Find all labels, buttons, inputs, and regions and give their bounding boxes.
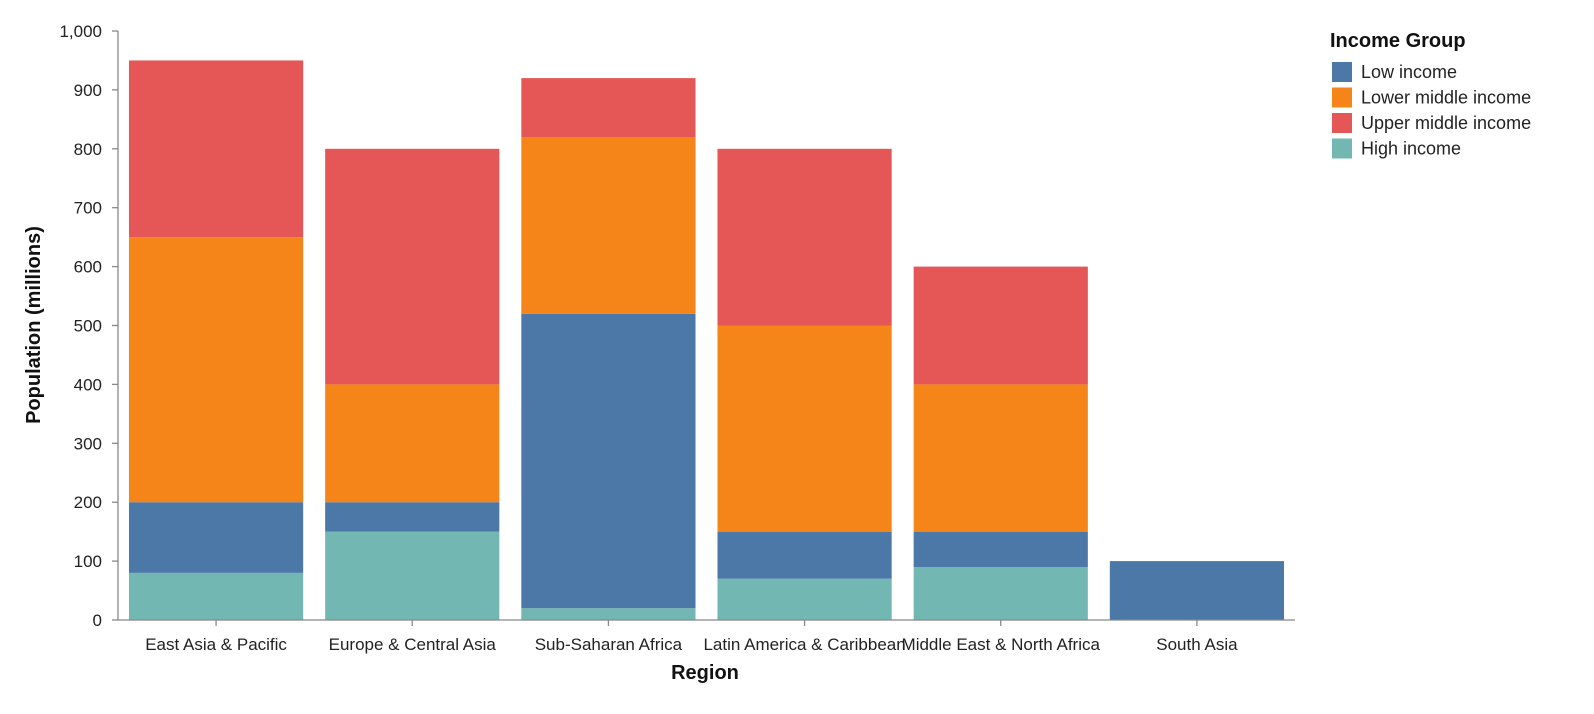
bar-sub-saharan-africa-upper-middle-income: [521, 78, 696, 138]
y-tick-label: 300: [74, 434, 102, 453]
x-axis-title: Region: [671, 662, 739, 684]
bar-south-asia-low-income: [1109, 561, 1285, 620]
y-tick-label: 500: [74, 317, 102, 336]
legend: Income Group Low income Lower middle inco…: [1330, 30, 1531, 159]
y-tick-label: 100: [74, 552, 102, 571]
y-tick-label: 0: [93, 611, 102, 630]
legend-label-low-income: Low income: [1361, 62, 1457, 82]
bar-latin-america-and-caribbean-low-income: [717, 531, 892, 579]
bar-middle-east-and-north-africa-high-income: [913, 566, 1088, 620]
bars-layer: [128, 60, 1285, 620]
bar-europe-and-central-asia-low-income: [325, 502, 500, 532]
y-tick-label: 800: [74, 140, 102, 159]
bar-latin-america-and-caribbean-upper-middle-income: [717, 148, 892, 326]
y-tick-label: 600: [74, 258, 102, 277]
bar-east-asia-and-pacific-upper-middle-income: [128, 60, 304, 238]
y-axis: 0 100 200 300 400 500 600 700 800 900 1,000: [59, 22, 119, 630]
legend-label-upper-middle-income: Upper middle income: [1361, 113, 1531, 133]
bar-east-asia-and-pacific-high-income: [128, 572, 304, 620]
legend-label-lower-middle-income: Lower middle income: [1361, 88, 1531, 108]
bar-sub-saharan-africa-low-income: [521, 313, 696, 609]
legend-swatch-high-income: [1332, 138, 1352, 159]
y-tick-label: 1,000: [59, 22, 102, 41]
x-axis: East Asia & Pacific Europe & Central Asia…: [118, 619, 1295, 654]
y-tick-label: 900: [74, 81, 102, 100]
bar-middle-east-and-north-africa-lower-middle-income: [913, 384, 1088, 532]
x-tick-label: East Asia & Pacific: [145, 635, 287, 654]
legend-swatch-lower-middle-income: [1332, 87, 1352, 108]
legend-title: Income Group: [1330, 30, 1466, 52]
legend-label-high-income: High income: [1361, 139, 1461, 159]
bar-middle-east-and-north-africa-upper-middle-income: [913, 266, 1088, 385]
bar-europe-and-central-asia-high-income: [325, 531, 500, 620]
bar-latin-america-and-caribbean-high-income: [717, 578, 892, 620]
bar-latin-america-and-caribbean-lower-middle-income: [717, 325, 892, 532]
legend-swatch-low-income: [1332, 62, 1352, 82]
bar-middle-east-and-north-africa-low-income: [913, 531, 1088, 567]
y-axis-title: Population (millions): [23, 226, 45, 424]
bar-sub-saharan-africa-high-income: [521, 608, 696, 620]
bar-east-asia-and-pacific-lower-middle-income: [128, 237, 304, 503]
x-tick-label: Sub-Saharan Africa: [535, 635, 683, 654]
x-tick-label: Europe & Central Asia: [329, 635, 497, 654]
bar-europe-and-central-asia-upper-middle-income: [325, 148, 500, 385]
y-tick-label: 200: [74, 493, 102, 512]
y-tick-label: 700: [74, 199, 102, 218]
x-tick-label: South Asia: [1156, 635, 1238, 654]
y-tick-label: 400: [74, 375, 102, 394]
x-tick-label: Latin America & Caribbean: [703, 635, 905, 654]
bar-east-asia-and-pacific-low-income: [128, 502, 304, 573]
bar-sub-saharan-africa-lower-middle-income: [521, 137, 696, 314]
legend-swatch-upper-middle-income: [1332, 113, 1352, 133]
bar-europe-and-central-asia-lower-middle-income: [325, 384, 500, 503]
x-tick-label: Middle East & North Africa: [902, 635, 1101, 654]
